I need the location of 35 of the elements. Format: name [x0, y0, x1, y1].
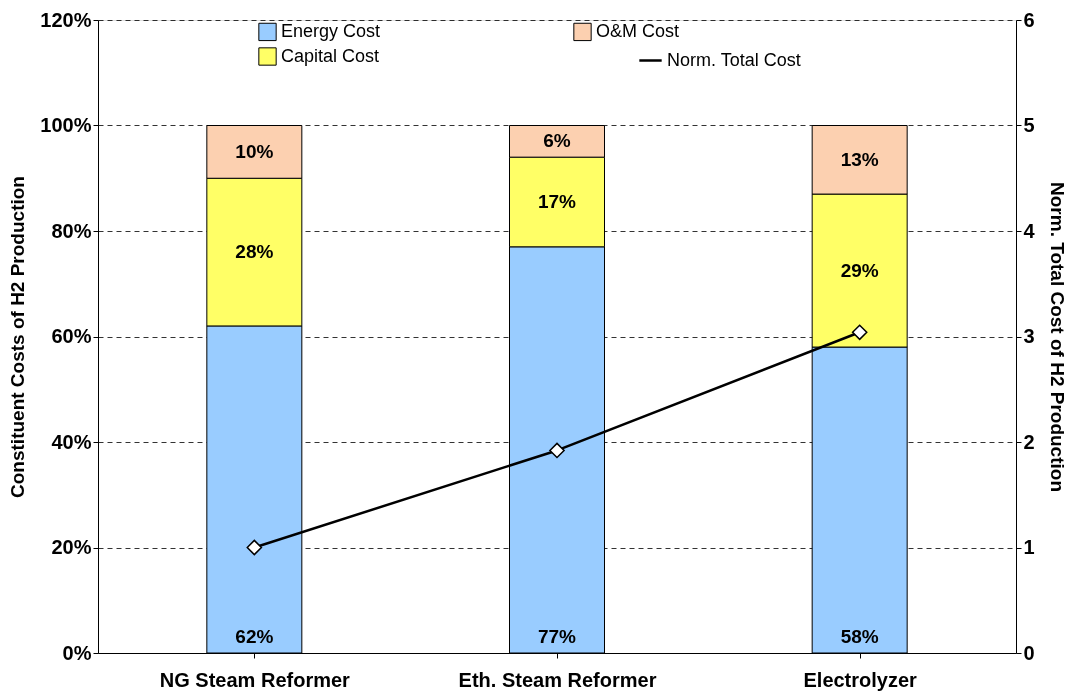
legend-label: O&M Cost [596, 20, 680, 41]
data-label: 62% [235, 626, 274, 647]
y-tick-label: 60% [51, 325, 92, 347]
data-label: 77% [537, 626, 577, 647]
legend-label: Capital Cost [281, 45, 380, 66]
data-label: 29% [840, 259, 879, 281]
y2-tick-label: 0 [1023, 641, 1035, 664]
point [246, 539, 263, 556]
y-tick-label: 80% [51, 219, 92, 242]
data-label: 13% [840, 148, 879, 170]
y2-tick-label: 4 [1023, 219, 1036, 242]
point [549, 442, 565, 459]
y-tick-label: 100% [40, 114, 92, 136]
y-tick-label: 20% [51, 536, 92, 558]
y-axis-title: Constituent Costs of H2 Production [7, 176, 29, 498]
data-label: 10% [235, 140, 274, 162]
point [851, 324, 868, 341]
y2-axis-title: Norm. Total Cost of H2 Production [1046, 182, 1068, 492]
y-tick-label: 120% [40, 8, 92, 31]
y2-tick-label: 1 [1023, 536, 1035, 558]
data-label: 58% [840, 626, 879, 647]
legend-label: Energy Cost [281, 20, 381, 41]
y2-tick-label: 6 [1023, 8, 1035, 31]
y-tick-label: 40% [51, 430, 92, 453]
data-label: 28% [235, 241, 274, 263]
data-label: 17% [537, 190, 577, 212]
x-tick-label: Electrolyzer [803, 668, 918, 691]
x-tick-label: NG Steam Reformer [159, 668, 351, 691]
legend-label: Norm. Total Cost [667, 49, 801, 70]
x-tick-label: Eth. Steam Reformer [458, 668, 657, 691]
y2-tick-label: 5 [1023, 114, 1035, 136]
y2-tick-label: 2 [1023, 430, 1035, 453]
y-tick-label: 0% [62, 641, 92, 664]
y2-tick-label: 3 [1023, 325, 1035, 347]
data-label: 6% [543, 130, 571, 152]
